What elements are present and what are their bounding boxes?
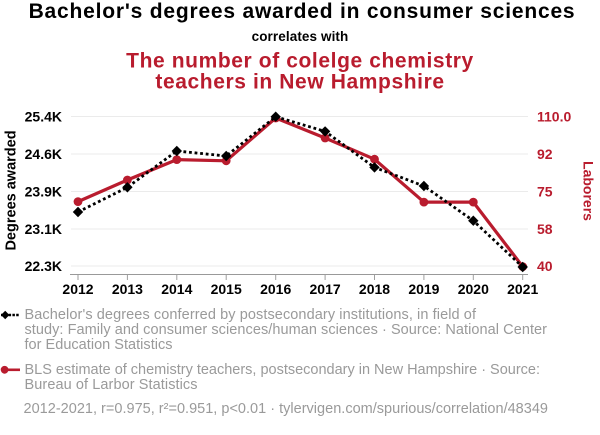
svg-text:BLS estimate of chemistry teac: BLS estimate of chemistry teachers, post… bbox=[25, 362, 541, 378]
svg-text:2013: 2013 bbox=[112, 281, 143, 297]
svg-text:Laborers: Laborers bbox=[581, 161, 597, 221]
svg-text:teachers in New Hampshire: teachers in New Hampshire bbox=[155, 71, 444, 94]
svg-text:110.0: 110.0 bbox=[537, 109, 571, 125]
svg-text:24.6K: 24.6K bbox=[25, 146, 62, 162]
svg-text:75: 75 bbox=[537, 184, 553, 200]
svg-text:Bureau of Larbor Statistics: Bureau of Larbor Statistics bbox=[25, 377, 198, 393]
svg-text:58: 58 bbox=[537, 221, 553, 237]
svg-text:2021: 2021 bbox=[507, 281, 538, 297]
svg-text:2018: 2018 bbox=[359, 281, 390, 297]
svg-text:2015: 2015 bbox=[211, 281, 242, 297]
svg-text:Degrees awarded: Degrees awarded bbox=[3, 130, 19, 250]
svg-text:2016: 2016 bbox=[260, 281, 291, 297]
svg-text:22.3K: 22.3K bbox=[25, 258, 62, 274]
svg-text:23.9K: 23.9K bbox=[25, 184, 62, 200]
svg-text:2012-2021, r=0.975, r²=0.951,: 2012-2021, r=0.975, r²=0.951, p<0.01 · t… bbox=[24, 401, 549, 417]
svg-text:25.4K: 25.4K bbox=[25, 109, 62, 125]
svg-text:2014: 2014 bbox=[161, 281, 192, 297]
svg-text:23.1K: 23.1K bbox=[25, 221, 62, 237]
svg-text:correlates with: correlates with bbox=[252, 29, 349, 44]
svg-text:study: Family and consumer sci: study: Family and consumer sciences/huma… bbox=[25, 322, 548, 338]
svg-text:2017: 2017 bbox=[310, 281, 341, 297]
svg-text:2012: 2012 bbox=[62, 281, 93, 297]
svg-text:2020: 2020 bbox=[458, 281, 489, 297]
svg-text:2019: 2019 bbox=[408, 281, 439, 297]
svg-text:The number of colelge chemistr: The number of colelge chemistry bbox=[126, 50, 474, 73]
svg-text:40: 40 bbox=[537, 258, 553, 274]
svg-text:for Education Statistics: for Education Statistics bbox=[25, 337, 173, 353]
svg-text:Bachelor's degrees conferred b: Bachelor's degrees conferred by postseco… bbox=[25, 307, 477, 323]
svg-text:92: 92 bbox=[537, 146, 553, 162]
svg-text:Bachelor's degrees awarded in: Bachelor's degrees awarded in consumer s… bbox=[29, 0, 576, 23]
